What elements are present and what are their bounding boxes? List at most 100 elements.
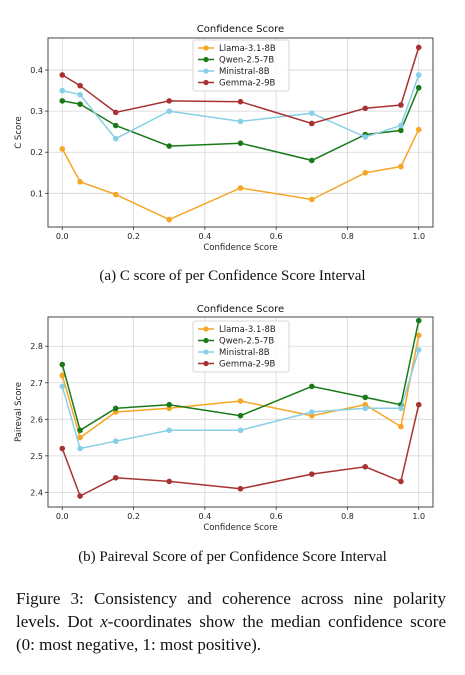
data-point: [362, 464, 369, 470]
legend-swatch-marker: [203, 337, 209, 344]
data-point: [237, 398, 244, 404]
y-axis-label: C Score: [14, 116, 24, 148]
data-point: [59, 383, 66, 390]
data-point: [308, 120, 315, 127]
data-point: [237, 427, 244, 434]
x-tick-label: 0.2: [127, 512, 140, 521]
data-point: [77, 493, 83, 499]
figure-variable: x: [100, 612, 108, 631]
legend-item: Ministral-8B: [198, 348, 270, 358]
data-point: [59, 72, 66, 78]
data-point: [398, 122, 404, 129]
data-point: [398, 102, 404, 108]
legend-label: Ministral-8B: [219, 348, 270, 358]
legend-item: Qwen-2.5-7B: [198, 337, 274, 347]
chart-paireval-score: Confidence Score 0.0 0.2 0.4 0.6 0.8 1.0 2.4 2.5…: [14, 304, 434, 533]
figure-text-1: Consistency and coherence across nine po…: [16, 589, 447, 631]
legend-swatch-marker: [203, 68, 209, 74]
data-point: [112, 405, 119, 412]
data-point: [398, 127, 404, 134]
plot-frame: [47, 37, 434, 228]
data-point: [415, 317, 422, 324]
data-point: [77, 82, 83, 89]
x-tick-label: 0.4: [198, 232, 211, 241]
data-point: [166, 401, 173, 408]
legend-swatch-marker: [203, 79, 209, 86]
series-gemma-2-9b: [59, 44, 422, 127]
data-point: [415, 126, 422, 133]
legend-swatch-marker: [203, 326, 209, 332]
y-tick-label: 2.6: [30, 415, 43, 424]
figure-text-2: -coordinates show the median confidence …: [16, 612, 446, 654]
x-tick-label: 1.0: [412, 512, 425, 521]
x-axis-label: Confidence Score: [203, 523, 277, 533]
x-tick-label: 0.0: [56, 512, 69, 521]
figure-label: Figure 3:: [16, 589, 84, 608]
data-point: [166, 427, 173, 434]
y-tick-label: 2.5: [30, 452, 43, 461]
legend-label: Llama-3.1-8B: [219, 44, 276, 54]
data-point: [59, 146, 66, 152]
x-tick-label: 0.2: [127, 232, 140, 241]
series-gemma-2-9b: [59, 401, 422, 499]
data-point: [237, 485, 244, 492]
data-point: [166, 143, 173, 149]
series-qwen-2-5-7b: [59, 317, 422, 434]
legend-label: Qwen-2.5-7B: [219, 56, 274, 66]
figure-caption: Figure 3: Consistency and coherence acro…: [16, 587, 446, 656]
x-tick-label: 0.6: [270, 232, 283, 241]
data-point: [59, 445, 66, 452]
data-point: [112, 122, 119, 129]
data-point: [362, 169, 369, 176]
chart-title: Confidence Score: [197, 24, 284, 35]
data-point: [77, 179, 83, 185]
legend-swatch-marker: [203, 45, 209, 51]
data-point: [166, 478, 173, 485]
x-tick-label: 0.8: [341, 512, 354, 521]
data-point: [77, 101, 83, 107]
legend-label: Qwen-2.5-7B: [219, 337, 274, 347]
data-point: [362, 405, 369, 412]
y-tick-label: 0.2: [30, 148, 43, 157]
legend-item: Llama-3.1-8B: [198, 325, 276, 335]
data-point: [415, 332, 422, 339]
x-tick-label: 0.6: [270, 512, 283, 521]
data-point: [308, 196, 315, 203]
legend-box: [192, 39, 290, 92]
data-point: [77, 434, 83, 441]
y-tick-label: 0.1: [30, 189, 43, 198]
data-point: [308, 471, 315, 477]
data-point: [308, 383, 315, 390]
legend-swatch-marker: [203, 349, 209, 355]
data-point: [415, 44, 422, 51]
data-point: [112, 191, 119, 198]
legend-item: Gemma-2-9B: [198, 360, 276, 370]
y-tick-label: 2.8: [30, 342, 43, 351]
data-point: [59, 372, 66, 379]
plot-frame: [47, 316, 434, 508]
series-ministral-8b: [59, 347, 422, 452]
data-point: [308, 157, 315, 164]
data-point: [237, 140, 244, 146]
data-point: [237, 185, 244, 191]
data-point: [166, 216, 173, 223]
x-tick-label: 0.8: [341, 232, 354, 241]
data-point: [362, 394, 369, 401]
data-point: [362, 134, 369, 140]
chart-title: Confidence Score: [197, 304, 284, 315]
subcaption-b: (b) Paireval Score of per Confidence Sco…: [78, 549, 387, 565]
data-point: [308, 409, 315, 415]
data-point: [398, 423, 404, 430]
data-point: [59, 87, 66, 94]
legend-swatch-marker: [203, 360, 209, 367]
series-ministral-8b: [59, 72, 422, 142]
data-point: [77, 427, 83, 434]
legend-item: Qwen-2.5-7B: [198, 56, 274, 66]
data-point: [362, 105, 369, 112]
legend-item: Llama-3.1-8B: [198, 44, 276, 54]
legend-item: Ministral-8B: [198, 67, 270, 77]
data-point: [77, 91, 83, 98]
x-tick-label: 0.0: [56, 232, 69, 241]
